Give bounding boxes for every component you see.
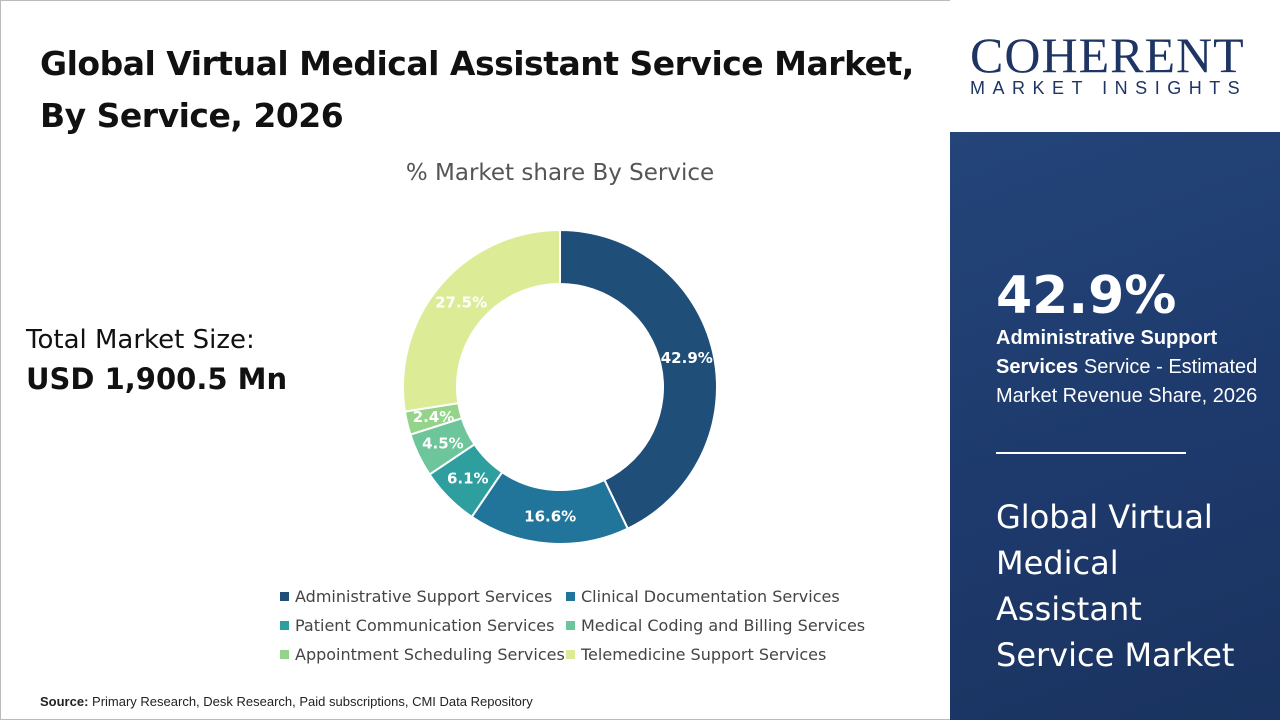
legend: Administrative Support Services Clinical … <box>280 587 866 664</box>
legend-item: Telemedicine Support Services <box>566 645 866 664</box>
highlight-text: Service - Estimated Market Revenue Share… <box>996 356 1258 407</box>
title-line-2: By Service, 2026 <box>40 96 344 135</box>
data-label-5: 27.5% <box>435 294 487 312</box>
data-label-4: 2.4% <box>413 408 455 426</box>
company-logo: COHERENT MARKET INSIGHTS <box>950 0 1280 132</box>
slice-0 <box>559 228 718 530</box>
legend-label: Medical Coding and Billing Services <box>581 616 866 635</box>
legend-label: Patient Communication Services <box>295 616 555 635</box>
source-label: Source: <box>40 694 89 709</box>
source-text: Primary Research, Desk Research, Paid su… <box>88 694 533 709</box>
source-note: Source: Primary Research, Desk Research,… <box>40 694 533 709</box>
legend-swatch <box>280 592 289 601</box>
legend-item: Administrative Support Services <box>280 587 566 606</box>
legend-swatch <box>566 650 575 659</box>
total-market-value: USD 1,900.5 Mn <box>26 362 288 396</box>
legend-swatch <box>280 621 289 630</box>
total-market-label: Total Market Size: <box>26 325 255 355</box>
legend-item: Medical Coding and Billing Services <box>566 616 866 635</box>
divider <box>996 452 1186 454</box>
logo-wordmark: COHERENT <box>970 27 1245 83</box>
slice-5 <box>402 228 561 413</box>
legend-item: Patient Communication Services <box>280 616 566 635</box>
highlight-percent: 42.9% <box>996 266 1177 326</box>
chart-title: % Market share By Service <box>405 160 715 186</box>
page-title: Global Virtual Medical Assistant Service… <box>40 38 914 142</box>
legend-label: Clinical Documentation Services <box>581 587 840 606</box>
highlight-segment: Administrative Support Services <box>996 327 1218 378</box>
legend-label: Appointment Scheduling Services <box>295 645 565 664</box>
legend-swatch <box>566 592 575 601</box>
legend-label: Administrative Support Services <box>295 587 553 606</box>
legend-swatch <box>280 650 289 659</box>
market-name: Global Virtual Medical Assistant Service… <box>996 498 1235 674</box>
legend-label: Telemedicine Support Services <box>581 645 827 664</box>
highlight-description: Administrative Support Services Service … <box>996 324 1266 411</box>
data-label-0: 42.9% <box>661 349 713 367</box>
highlight-panel: 42.9% Administrative Support Services Se… <box>950 132 1280 720</box>
data-label-3: 4.5% <box>422 434 464 452</box>
logo-tagline: MARKET INSIGHTS <box>970 78 1248 98</box>
legend-item: Clinical Documentation Services <box>566 587 866 606</box>
donut-chart: 42.9% 16.6% 6.1% 4.5% 2.4% 27.5% <box>402 228 718 545</box>
legend-item: Appointment Scheduling Services <box>280 645 566 664</box>
title-line-1: Global Virtual Medical Assistant Service… <box>40 44 914 83</box>
data-label-2: 6.1% <box>447 470 489 488</box>
legend-swatch <box>566 621 575 630</box>
data-label-1: 16.6% <box>524 508 576 526</box>
